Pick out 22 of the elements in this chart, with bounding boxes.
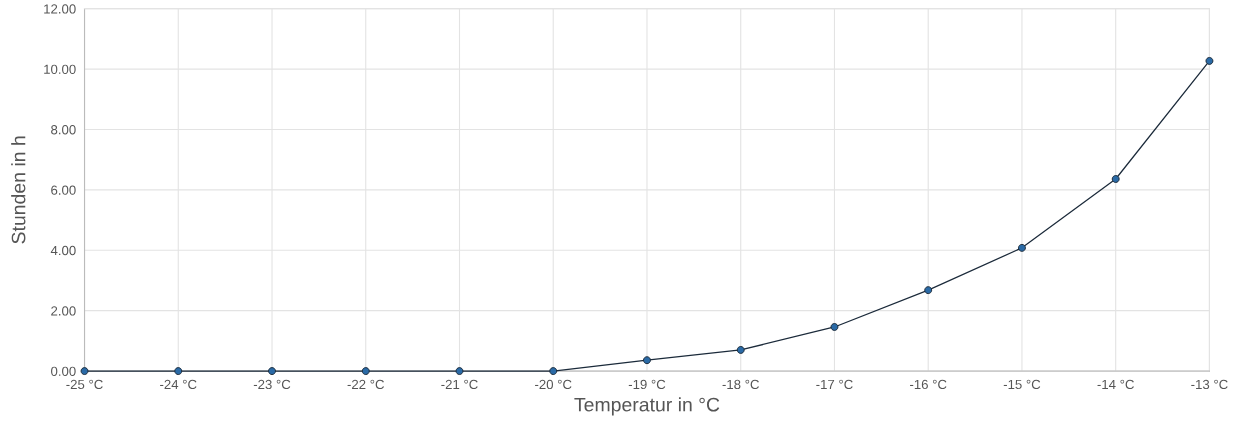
x-tick-label: -21 °C [441, 379, 478, 390]
y-tick-label: 4.00 [50, 245, 76, 256]
x-tick-label: -13 °C [1191, 379, 1228, 390]
y-tick-label: 8.00 [51, 125, 76, 135]
x-axis-title: Temperatur in °C [574, 397, 720, 416]
x-tick-label: -23 °C [253, 379, 291, 390]
x-tick-label: -20 °C [535, 379, 572, 390]
x-tick-label: -24 °C [160, 379, 197, 390]
x-tick-label: -14 °C [1097, 379, 1134, 390]
y-tick-label: 0.00 [51, 366, 76, 376]
x-tick-label: -19 °C [628, 379, 666, 390]
x-tick-label: -22 °C [347, 379, 385, 390]
x-tick-label: -16 °C [910, 379, 947, 390]
x-tick-label: -25 °C [66, 379, 103, 390]
y-tick-label: 12.00 [44, 4, 76, 14]
y-tick-label: 6.00 [51, 185, 76, 195]
x-tick-label: -18 °C [722, 379, 759, 390]
y-tick-label: 2.00 [51, 306, 76, 316]
y-axis-title: Stunden in h [11, 136, 26, 244]
x-tick-label: -17 °C [816, 379, 853, 390]
x-tick-label: -15 °C [1003, 379, 1041, 390]
y-tick-label: 10.00 [44, 64, 76, 74]
